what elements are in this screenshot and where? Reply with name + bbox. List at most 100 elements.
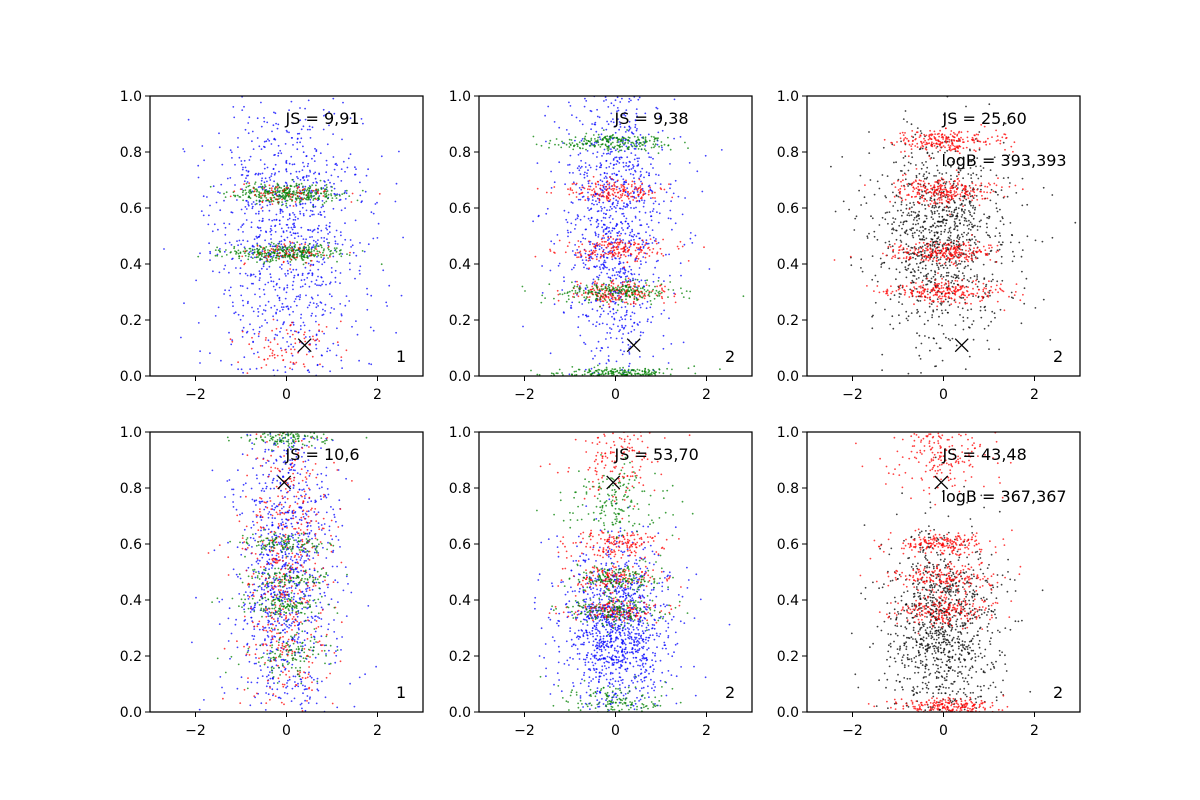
data-point bbox=[653, 370, 656, 373]
data-point bbox=[660, 291, 663, 294]
data-point bbox=[582, 313, 584, 316]
data-point bbox=[918, 172, 921, 175]
data-point bbox=[597, 371, 600, 374]
data-point bbox=[625, 109, 628, 111]
data-point bbox=[626, 291, 628, 294]
data-point bbox=[263, 262, 265, 265]
data-point bbox=[648, 139, 651, 142]
data-point bbox=[635, 129, 638, 132]
data-point bbox=[588, 179, 591, 182]
data-point bbox=[918, 210, 920, 213]
data-point bbox=[645, 261, 647, 264]
data-point bbox=[609, 214, 612, 217]
data-point bbox=[595, 142, 598, 144]
data-point bbox=[284, 273, 286, 275]
data-point bbox=[971, 238, 973, 241]
data-point bbox=[644, 256, 647, 259]
data-point bbox=[272, 254, 275, 257]
data-point bbox=[563, 142, 566, 145]
data-point bbox=[311, 274, 314, 277]
data-point bbox=[322, 195, 325, 197]
data-point bbox=[671, 196, 674, 199]
data-point bbox=[275, 194, 278, 197]
data-point bbox=[917, 310, 919, 313]
data-point bbox=[561, 293, 564, 296]
data-point bbox=[603, 177, 606, 180]
data-point bbox=[302, 145, 304, 148]
data-point bbox=[999, 208, 1001, 211]
data-point bbox=[640, 224, 643, 227]
data-point bbox=[620, 316, 622, 319]
data-point bbox=[623, 246, 625, 249]
data-point bbox=[952, 161, 954, 163]
data-point bbox=[329, 281, 332, 284]
data-point bbox=[263, 358, 266, 361]
data-point bbox=[232, 305, 234, 307]
data-point bbox=[636, 199, 639, 202]
data-point bbox=[625, 169, 627, 172]
data-point bbox=[319, 211, 322, 214]
data-point bbox=[574, 292, 577, 294]
data-point bbox=[328, 293, 331, 296]
data-point bbox=[268, 355, 271, 357]
data-point bbox=[919, 196, 922, 198]
data-point bbox=[574, 252, 577, 254]
data-point bbox=[586, 175, 589, 177]
data-point bbox=[658, 145, 660, 148]
data-point bbox=[952, 276, 955, 279]
data-point bbox=[667, 217, 670, 220]
x-tick-label: −2 bbox=[185, 387, 206, 403]
data-point bbox=[286, 246, 289, 249]
data-point bbox=[668, 183, 670, 186]
data-point bbox=[298, 170, 301, 173]
data-point bbox=[636, 157, 639, 160]
data-point bbox=[324, 114, 327, 116]
data-point bbox=[626, 275, 629, 277]
data-point bbox=[614, 370, 617, 373]
data-point bbox=[585, 139, 588, 142]
data-point bbox=[247, 171, 250, 173]
data-point bbox=[620, 282, 622, 284]
data-point bbox=[632, 277, 634, 280]
data-point bbox=[647, 193, 650, 196]
data-point bbox=[242, 304, 245, 307]
data-point bbox=[288, 162, 291, 165]
data-point bbox=[307, 99, 310, 102]
data-point bbox=[253, 332, 256, 335]
data-point bbox=[249, 275, 252, 277]
data-point bbox=[576, 283, 579, 286]
data-point bbox=[939, 220, 942, 223]
data-point bbox=[293, 163, 296, 166]
data-point bbox=[976, 276, 979, 278]
data-point bbox=[619, 140, 622, 143]
data-point bbox=[605, 197, 608, 200]
data-point bbox=[607, 149, 610, 152]
data-point bbox=[954, 226, 957, 228]
data-point bbox=[341, 253, 344, 255]
data-point bbox=[579, 240, 582, 243]
data-point bbox=[1021, 204, 1024, 207]
data-point bbox=[309, 236, 311, 239]
data-point bbox=[931, 211, 933, 214]
data-point bbox=[265, 230, 267, 233]
data-point bbox=[280, 243, 283, 246]
data-point bbox=[930, 269, 933, 272]
data-point bbox=[628, 353, 631, 355]
data-point bbox=[639, 356, 641, 358]
data-point bbox=[297, 217, 299, 220]
data-point bbox=[317, 268, 320, 271]
data-point bbox=[233, 312, 236, 315]
data-point bbox=[344, 238, 347, 241]
data-point bbox=[597, 144, 600, 146]
data-point bbox=[570, 201, 573, 204]
data-point bbox=[268, 261, 271, 263]
data-point bbox=[591, 372, 594, 375]
data-point bbox=[622, 178, 625, 181]
data-point bbox=[620, 221, 622, 224]
data-point bbox=[280, 327, 282, 329]
data-point bbox=[611, 298, 614, 301]
data-point bbox=[602, 129, 605, 132]
data-point bbox=[557, 264, 560, 267]
data-point bbox=[565, 218, 568, 221]
data-point bbox=[290, 193, 292, 196]
